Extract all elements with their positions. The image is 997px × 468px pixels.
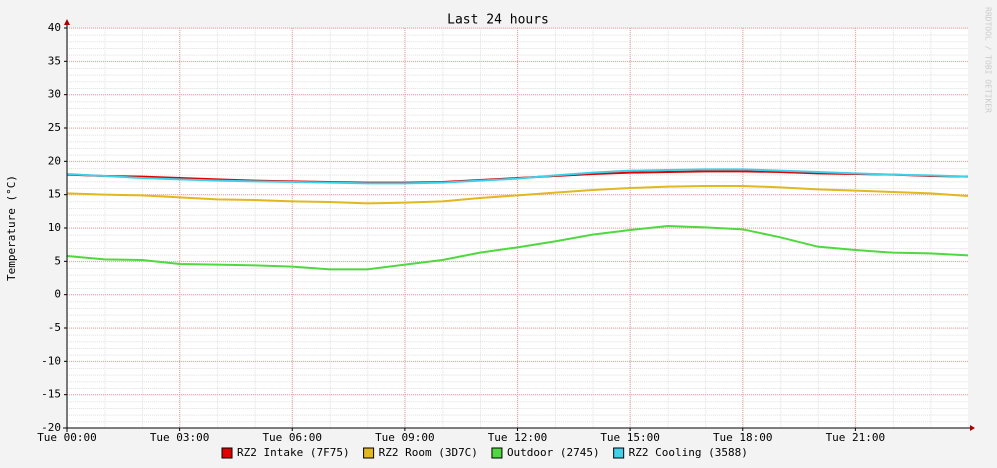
x-tick-label: Tue 06:00 xyxy=(262,431,322,444)
watermark: RRDTOOL / TOBI OETIKER xyxy=(984,7,993,113)
grid: -20 -15 -10 -5 0 5 10 15 20 25 30 35 40 Tue 00:00 Tue … xyxy=(37,21,968,444)
x-tick-label: Tue 03:00 xyxy=(150,431,210,444)
legend-label: RZ2 Cooling (3588) xyxy=(629,446,748,459)
y-tick-label: 40 xyxy=(48,21,61,34)
series-line xyxy=(66,185,969,205)
y-tick-label: 20 xyxy=(48,154,61,167)
y-tick-label: 35 xyxy=(48,54,61,67)
y-tick-label: -5 xyxy=(48,321,61,334)
series-line xyxy=(66,224,969,271)
x-tick-label: Tue 15:00 xyxy=(600,431,660,444)
y-tick-label: 25 xyxy=(48,121,61,134)
y-tick-label: -20 xyxy=(41,421,61,434)
x-tick-label: Tue 18:00 xyxy=(713,431,773,444)
legend-label: RZ2 Room (3D7C) xyxy=(379,446,478,459)
y-tick-label: 5 xyxy=(54,254,61,267)
y-tick-label: -10 xyxy=(41,354,61,367)
legend-swatch xyxy=(491,447,503,459)
y-tick-label: 0 xyxy=(54,288,61,301)
chart-title: Last 24 hours xyxy=(447,13,549,28)
y-tick-label: -15 xyxy=(41,388,61,401)
x-tick-label: Tue 09:00 xyxy=(375,431,435,444)
lines xyxy=(66,168,969,271)
y-tick-label: 10 xyxy=(48,221,61,234)
y-tick-label: 15 xyxy=(48,188,61,201)
x-tick-label: Tue 21:00 xyxy=(826,431,886,444)
y-axis-label: Temperature (°C) xyxy=(5,175,18,281)
legend-label: Outdoor (2745) xyxy=(507,446,600,459)
axes xyxy=(63,19,975,432)
y-tick-label: 30 xyxy=(48,88,61,101)
series-line xyxy=(66,168,969,185)
y-arrow xyxy=(64,19,70,25)
x-tick-label: Tue 00:00 xyxy=(37,431,97,444)
x-arrow xyxy=(970,425,975,431)
legend-swatch xyxy=(221,447,233,459)
legend-swatch xyxy=(613,447,625,459)
legend-label: RZ2 Intake (7F75) xyxy=(237,446,350,459)
legend-swatch xyxy=(363,447,375,459)
x-tick-label: Tue 12:00 xyxy=(488,431,548,444)
legend: RZ2 Intake (7F75) RZ2 Room (3D7C) Outdoor … xyxy=(221,446,748,459)
